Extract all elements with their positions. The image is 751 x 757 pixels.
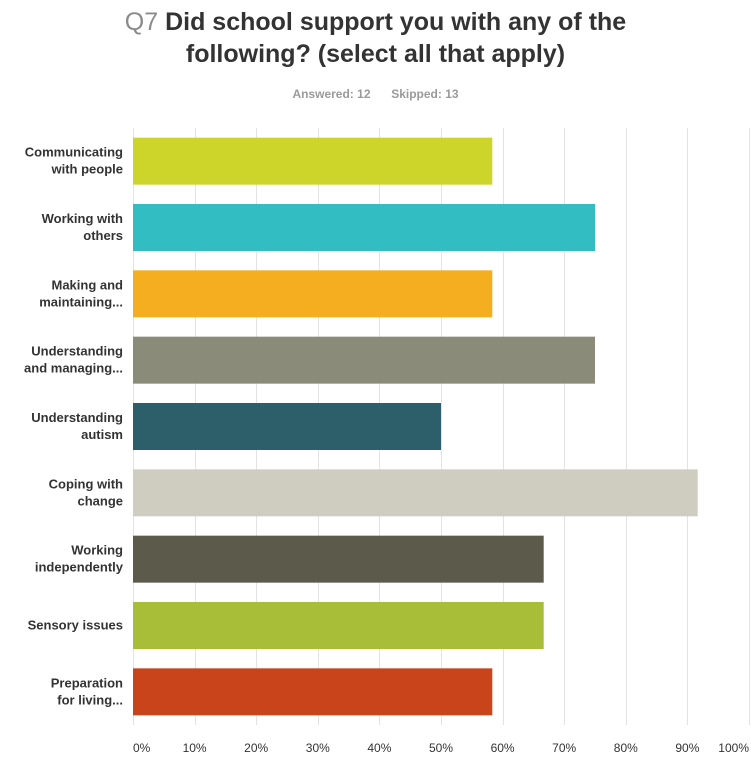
bar — [133, 204, 595, 251]
answered-count: 12 — [357, 87, 371, 101]
x-tick-label: 20% — [244, 741, 268, 755]
x-tick-label: 40% — [367, 741, 391, 755]
category-label: Understanding autism — [31, 410, 123, 442]
bar — [133, 535, 544, 583]
skipped-label: Skipped: — [391, 87, 442, 101]
x-tick-label: 30% — [306, 741, 330, 755]
x-tick-label: 90% — [675, 741, 699, 755]
bar — [133, 336, 595, 384]
category-label: Working independently — [35, 543, 124, 575]
x-tick-label: 80% — [614, 741, 638, 755]
category-label: Communicating with people — [25, 145, 123, 177]
title-line-1: Q7 Did school support you with any of th… — [0, 6, 751, 38]
title-text-line-2: following? (select all that apply) — [185, 40, 566, 68]
x-tick-label: 50% — [429, 741, 453, 755]
x-tick-label: 0% — [133, 741, 151, 755]
category-label: Coping with change — [49, 476, 123, 508]
x-tick-label: 10% — [183, 741, 207, 755]
category-label: Preparation for living... — [51, 675, 123, 707]
category-label: Working with others — [42, 211, 123, 243]
title-text-line-1: Did school support you with any of the — [165, 8, 627, 36]
bar — [133, 602, 544, 649]
category-label: Understanding and managing... — [24, 344, 123, 376]
bar — [133, 469, 698, 517]
bar — [133, 403, 441, 450]
category-label: Making and maintaining... — [39, 277, 123, 309]
x-tick-label: 100% — [718, 741, 749, 755]
x-tick-label: 60% — [491, 741, 515, 755]
question-number: Q7 — [124, 8, 159, 36]
chart-title: Q7 Did school support you with any of th… — [0, 6, 751, 70]
response-summary: Answered: 12 Skipped: 13 — [0, 87, 751, 101]
x-tick-label: 70% — [552, 741, 576, 755]
bar — [133, 668, 493, 716]
skipped-count: 13 — [445, 87, 459, 101]
bar — [133, 137, 493, 185]
category-label: Sensory issues — [28, 618, 123, 633]
bar — [133, 270, 493, 318]
answered-label: Answered: — [292, 87, 354, 101]
